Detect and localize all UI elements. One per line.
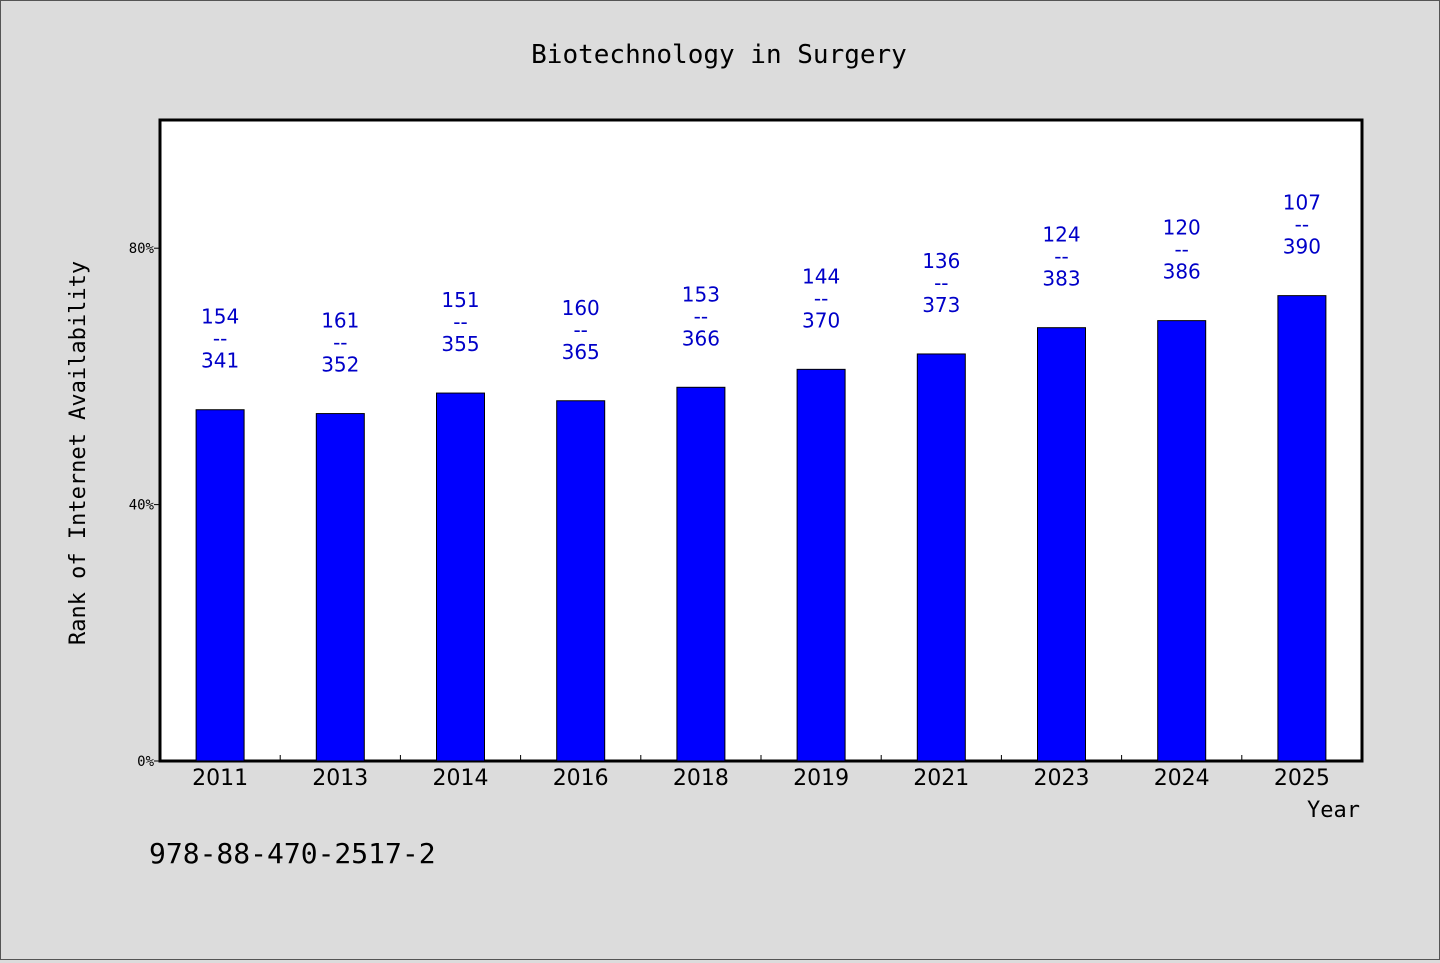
bar-label-bottom-2019: 370 [802, 308, 840, 332]
bar-label-bottom-2013: 352 [321, 353, 359, 377]
x-axis: 2011 2013 2014 2016 2018 2019 2021 2023 2024 2025 [192, 755, 1330, 791]
bars-group [195, 295, 1327, 762]
bar-2024 [1157, 320, 1207, 762]
bar-label-sep-2025: -- [1295, 213, 1309, 237]
bar-label-top-2021: 136 [922, 249, 960, 273]
bar-label-top-2014: 151 [441, 288, 479, 312]
bar-label-sep-2024: -- [1174, 238, 1188, 262]
bar-2019 [796, 368, 846, 762]
y-tick-label: 40% [129, 498, 155, 514]
y-tick-label: 0% [137, 754, 154, 770]
bar-2016 [556, 400, 606, 762]
bar-label-top-2025: 107 [1283, 191, 1321, 215]
bar-label-sep-2016: -- [573, 318, 587, 342]
bar-label-bottom-2023: 383 [1042, 267, 1080, 291]
bar-label-sep-2013: -- [333, 331, 347, 355]
bar-label-bottom-2021: 373 [922, 293, 960, 317]
x-tick-label-2024: 2024 [1154, 766, 1210, 791]
x-tick-label-2016: 2016 [553, 766, 609, 791]
bar-label-top-2024: 120 [1163, 216, 1201, 240]
bar-label-bottom-2018: 366 [682, 326, 720, 350]
y-tick-label: 80% [129, 241, 155, 257]
bar-label-top-2011: 154 [201, 305, 239, 329]
footer-isbn: 978-88-470-2517-2 [149, 837, 436, 870]
bar-label-bottom-2011: 341 [201, 349, 239, 373]
x-tick-label-2011: 2011 [192, 766, 248, 791]
x-axis-label: Year [1307, 798, 1360, 823]
bar-label-bottom-2016: 365 [562, 340, 600, 364]
y-axis-label: Rank of Internet Availability [66, 261, 91, 645]
y-axis: 0% 40% 80% [129, 241, 160, 770]
bar-label-top-2018: 153 [682, 282, 720, 306]
bar-2025 [1277, 295, 1327, 762]
x-tick-label-2025: 2025 [1274, 766, 1330, 791]
x-tick-label-2021: 2021 [913, 766, 969, 791]
bar-label-sep-2011: -- [213, 327, 227, 351]
bar-label-sep-2019: -- [814, 286, 828, 310]
bar-2014 [436, 392, 485, 762]
bar-label-sep-2018: -- [694, 304, 708, 328]
x-tick-label-2023: 2023 [1034, 766, 1090, 791]
bar-label-top-2016: 160 [562, 296, 600, 320]
bar-2021 [916, 353, 966, 762]
x-tick-label-2018: 2018 [673, 766, 729, 791]
x-tick-label-2014: 2014 [433, 766, 489, 791]
bar-2023 [1037, 327, 1086, 762]
bar-2011 [195, 409, 245, 762]
bar-label-top-2019: 144 [802, 264, 840, 288]
bar-label-bottom-2025: 390 [1283, 235, 1321, 259]
bar-label-bottom-2024: 386 [1163, 260, 1201, 284]
bar-2013 [315, 413, 365, 762]
bar-label-sep-2014: -- [453, 310, 467, 334]
bar-labels-group: 154--341161--352151--355160--365153--366… [201, 191, 1321, 377]
x-tick-label-2013: 2013 [312, 766, 368, 791]
bar-2018 [676, 386, 726, 762]
bar-label-top-2023: 124 [1042, 223, 1080, 247]
x-tick-label-2019: 2019 [793, 766, 849, 791]
chart-title: Biotechnology in Surgery [531, 40, 907, 70]
bar-label-bottom-2014: 355 [441, 332, 479, 356]
bar-label-sep-2021: -- [934, 271, 948, 295]
bar-label-sep-2023: -- [1054, 245, 1068, 269]
bar-label-top-2013: 161 [321, 309, 359, 333]
